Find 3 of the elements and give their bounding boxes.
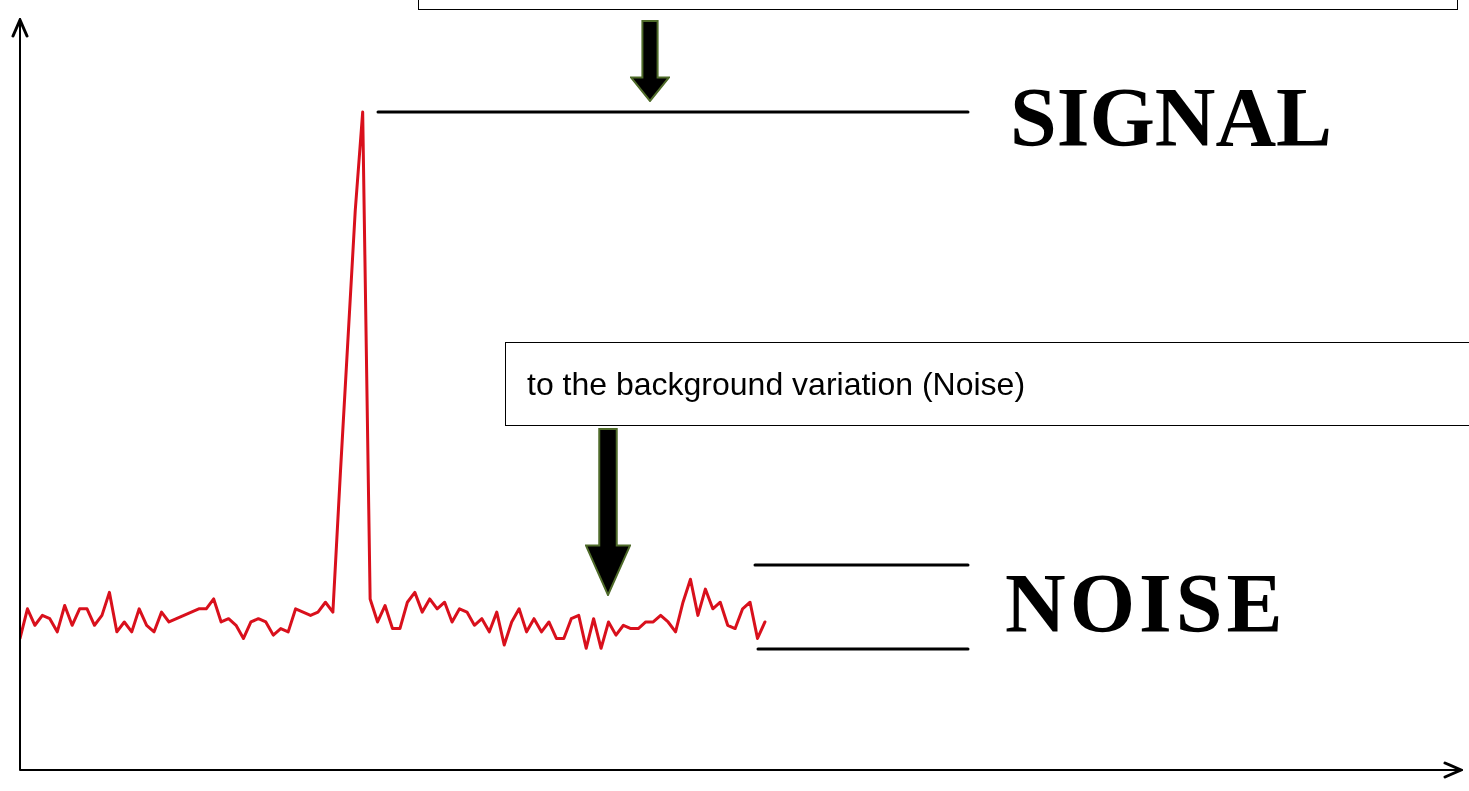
ref-line-label: SIGNAL bbox=[1010, 70, 1333, 164]
text: NOISE bbox=[1005, 557, 1287, 650]
annotation: to the background variation (Noise) bbox=[526, 364, 1027, 404]
